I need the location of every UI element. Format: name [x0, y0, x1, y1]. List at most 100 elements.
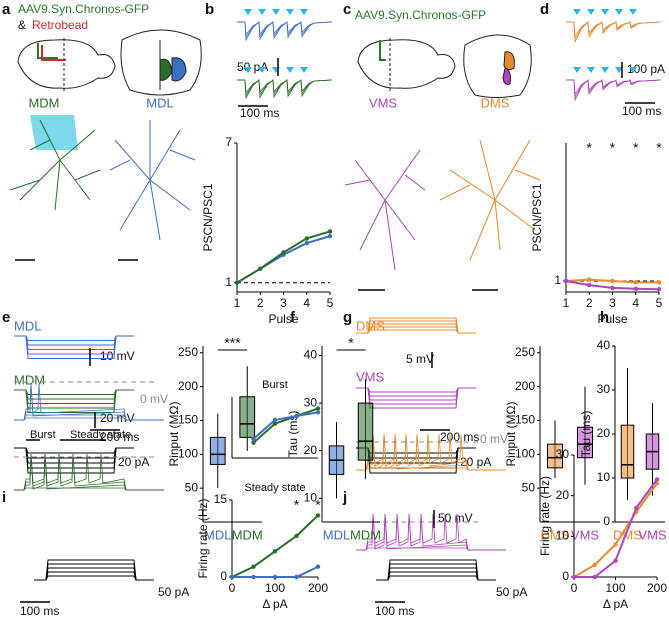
trace-label: VMS — [356, 369, 385, 384]
y-tick-label: 20 — [597, 426, 611, 440]
data-point — [234, 280, 240, 285]
panel-label: c — [343, 1, 351, 18]
scale-label: 100 ms — [622, 104, 661, 118]
trace — [356, 433, 506, 471]
data-point — [251, 564, 256, 569]
trace-label: MDM — [14, 372, 45, 387]
neuron-vms — [344, 149, 426, 271]
significance-star: * — [633, 140, 639, 156]
stim-marker — [587, 9, 595, 15]
trace — [356, 513, 506, 551]
series-line — [236, 230, 331, 284]
trace — [14, 453, 164, 491]
panel-label: f — [290, 309, 296, 326]
injection — [379, 40, 386, 61]
stim-marker — [244, 9, 252, 15]
x-axis-label: Pulse — [268, 312, 298, 326]
data-point — [251, 440, 256, 445]
stim-marker — [272, 67, 280, 73]
series-line — [252, 411, 319, 440]
data-point — [258, 266, 263, 271]
data-point — [294, 413, 299, 419]
trace — [237, 21, 333, 42]
y-tick-label: 0 — [220, 569, 227, 583]
significance-label: *** — [224, 335, 241, 351]
trace — [566, 79, 662, 99]
virus-label: AAV9.Syn.Chronos-GFP — [18, 2, 149, 16]
x-tick-label: 5 — [656, 296, 663, 310]
y-tick-label: 200 — [178, 379, 198, 393]
scale-label: 100 ms — [240, 106, 279, 120]
data-point — [304, 236, 309, 241]
mdm-region — [159, 58, 173, 81]
x-tick-label: 3 — [280, 296, 287, 310]
x-tick-label: 1 — [234, 296, 241, 310]
y-tick-label: 40 — [304, 348, 318, 362]
x-tick-label: 1 — [563, 296, 570, 310]
series-line — [252, 407, 319, 444]
trace — [14, 453, 164, 491]
stim-marker — [300, 9, 308, 15]
x-tick-label: 5 — [327, 296, 334, 310]
x-axis-label: Pulse — [597, 312, 627, 326]
data-point — [315, 410, 321, 415]
zero-label: 0 mV — [480, 432, 508, 446]
neuron-dms — [439, 139, 541, 261]
x-tick-label: 0 — [229, 581, 236, 595]
x-axis-label: Δ pA — [603, 597, 628, 611]
data-point — [587, 277, 592, 282]
trace — [237, 79, 333, 97]
x-tick-label: VMS — [571, 527, 600, 542]
data-point — [633, 286, 638, 291]
x-tick-label: 4 — [632, 296, 639, 310]
cell-type: MDL — [146, 95, 173, 110]
data-point — [315, 406, 321, 411]
zero-label: 0 mV — [140, 392, 168, 406]
significance-star: * — [315, 497, 321, 513]
y-axis-label: Tau (ms) — [286, 411, 300, 458]
stim-marker — [615, 9, 623, 15]
data-point — [592, 562, 597, 567]
brain-coronal — [463, 34, 532, 98]
scale-label: 200 ms — [100, 430, 139, 444]
panel-label: h — [600, 309, 609, 326]
box — [547, 443, 563, 469]
data-point — [304, 240, 309, 246]
x-tick-label: 4 — [303, 296, 310, 310]
scale-label: 50 mV — [438, 511, 473, 525]
y-tick-label: 1 — [554, 273, 561, 287]
trace — [237, 21, 333, 36]
stim-marker — [601, 67, 609, 73]
x-tick-label: MDL — [323, 527, 350, 542]
trace — [356, 387, 476, 409]
data-point — [272, 421, 278, 426]
y-tick-label: 7 — [225, 135, 232, 149]
scale-label: 20 pA — [118, 455, 149, 469]
x-tick-label: DMS — [541, 527, 570, 542]
stim-marker — [573, 67, 581, 73]
x-tick-label: MDM — [232, 527, 263, 542]
data-point — [272, 574, 278, 580]
trace — [356, 317, 476, 334]
trace — [376, 559, 496, 581]
x-tick-label: 3 — [609, 296, 616, 310]
data-point — [327, 233, 333, 239]
epoch-label: Burst — [30, 429, 56, 441]
brain-outline — [463, 34, 532, 98]
bead-amp: & — [18, 18, 26, 32]
epoch-label: Steady state — [70, 429, 131, 441]
box — [620, 424, 635, 479]
x-tick-label: MDM — [350, 527, 381, 542]
cell-type: DMS — [481, 95, 510, 110]
trace — [237, 79, 333, 94]
box — [577, 426, 593, 459]
data-point — [610, 278, 615, 284]
trace — [356, 513, 506, 551]
data-point — [272, 417, 278, 423]
data-point — [654, 477, 660, 482]
bead-track — [41, 45, 66, 61]
trace — [566, 21, 662, 44]
trace — [14, 453, 164, 491]
scale-label: 100 ms — [20, 604, 59, 618]
chart-title: Steady state — [244, 482, 305, 494]
